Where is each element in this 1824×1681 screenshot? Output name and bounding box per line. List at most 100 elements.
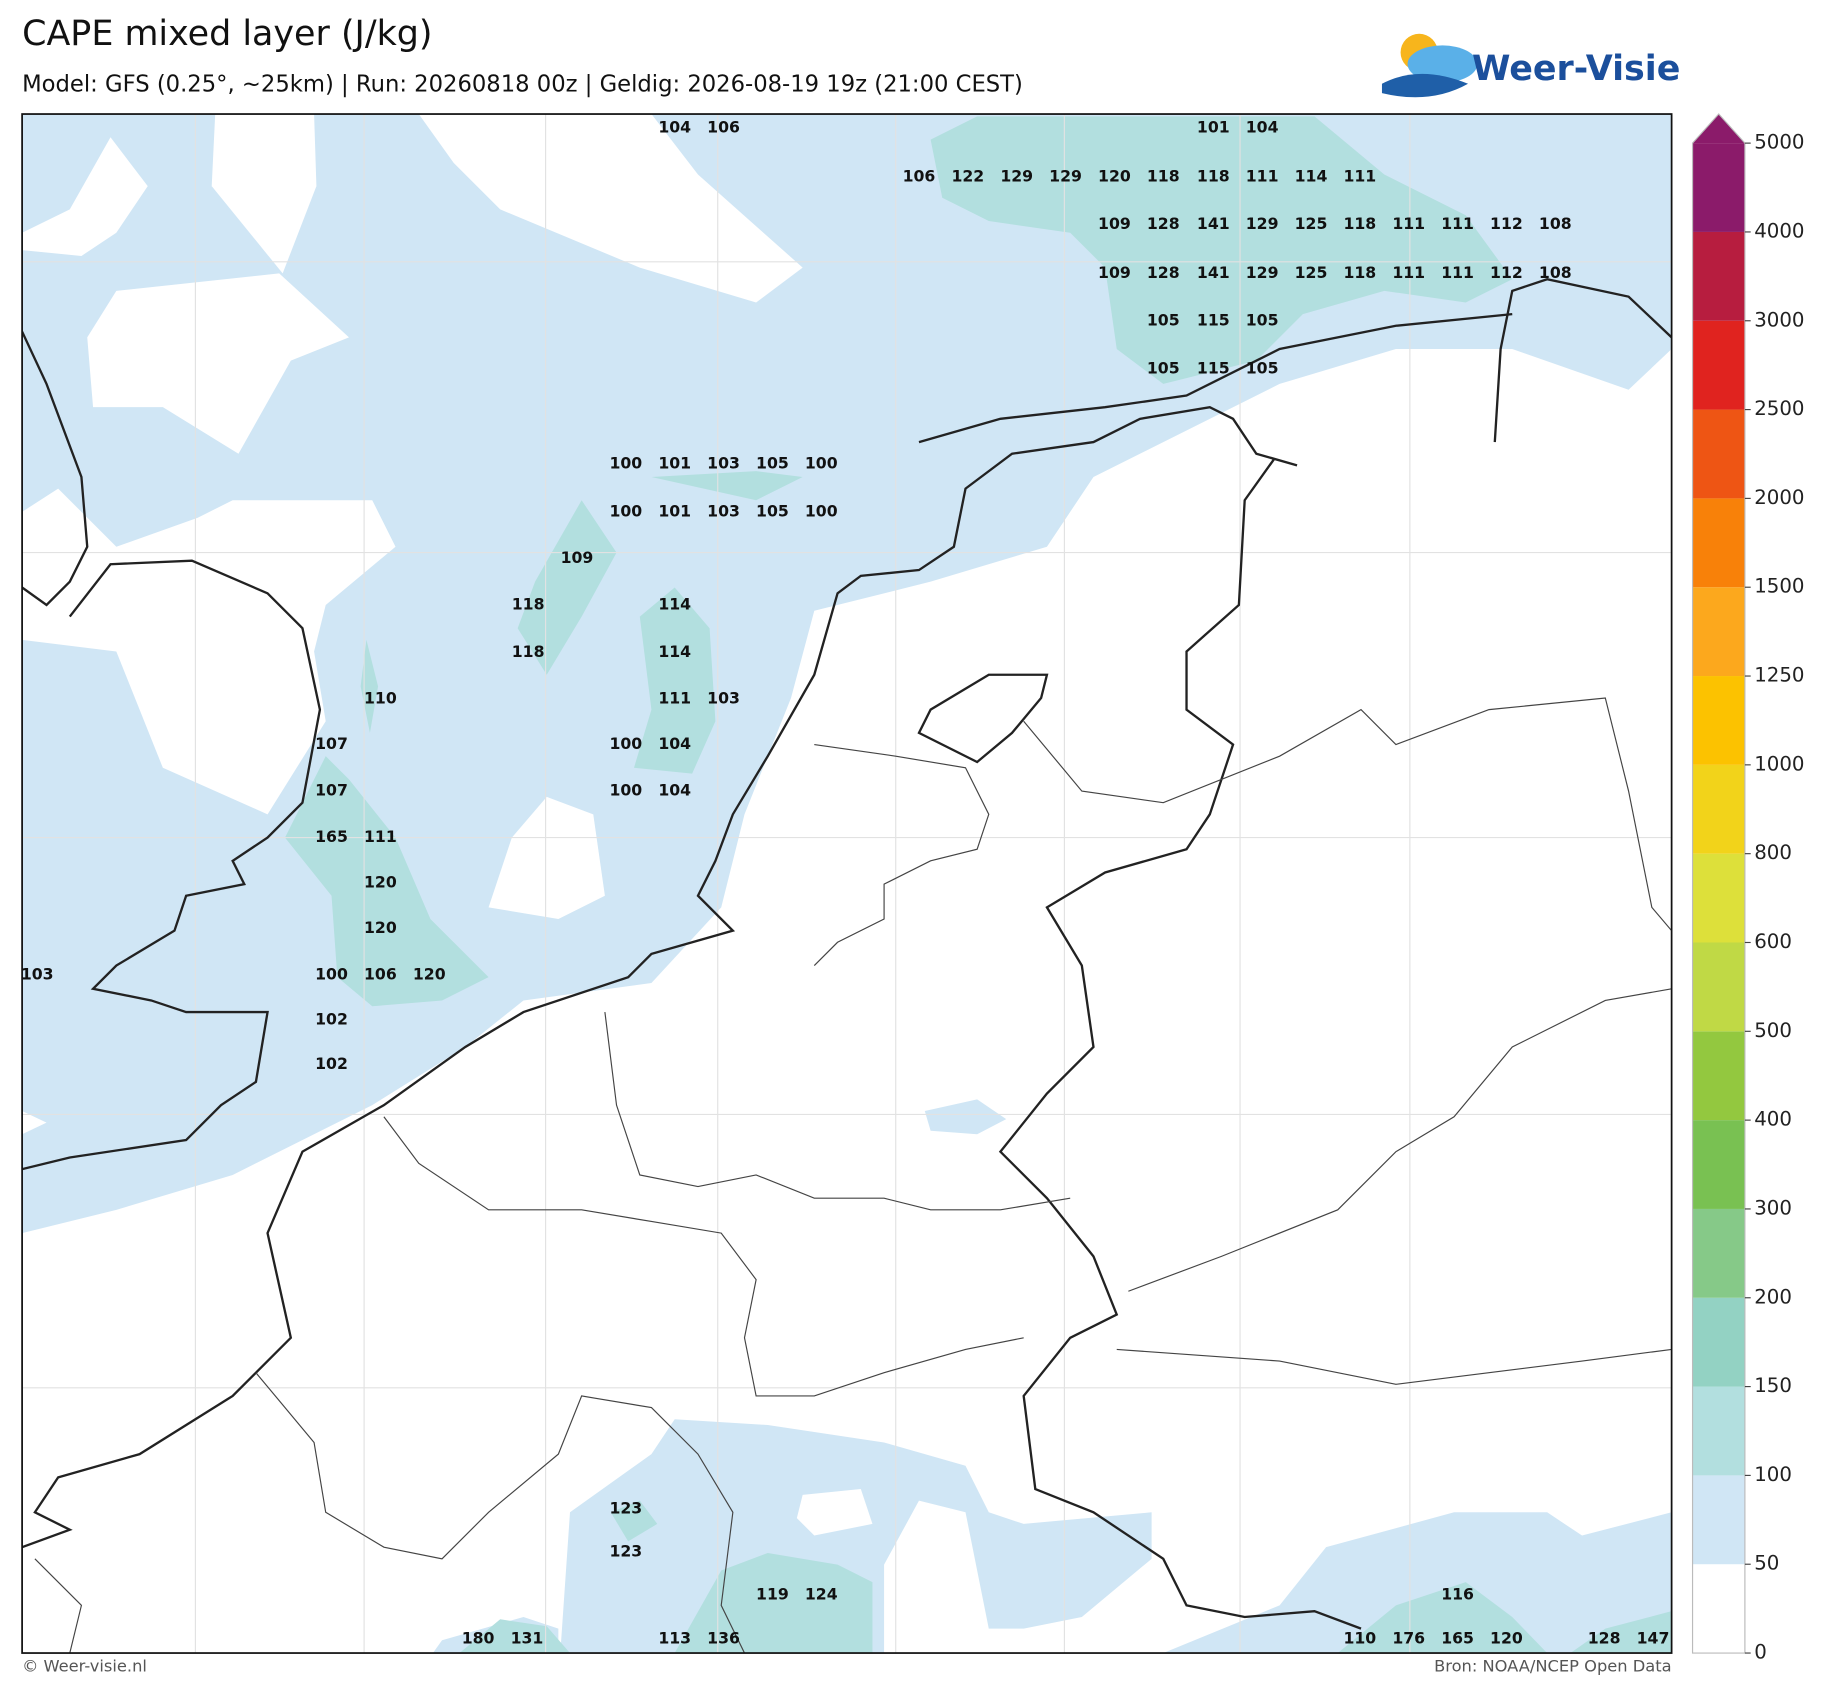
grid-value: 111	[1343, 166, 1376, 185]
grid-value: 111	[1246, 166, 1279, 185]
grid-value: 113	[658, 1629, 691, 1648]
colorbar-segment	[1692, 409, 1745, 499]
grid-value: 129	[1246, 214, 1279, 233]
colorbar-segment	[1692, 1297, 1745, 1387]
colorbar-segment	[1692, 764, 1745, 854]
grid-value: 120	[1098, 166, 1131, 185]
grid-value: 103	[707, 501, 740, 520]
colorbar-segment	[1692, 587, 1745, 677]
grid-value: 124	[805, 1584, 838, 1603]
grid-value: 176	[1392, 1629, 1425, 1648]
colorbar-segment	[1692, 676, 1745, 765]
grid-value: 102	[315, 1010, 348, 1029]
colorbar-tick-label: 600	[1754, 930, 1792, 953]
grid-value: 102	[315, 1054, 348, 1073]
colorbar-tick-label: 1250	[1754, 664, 1804, 687]
grid-value: 108	[1539, 214, 1572, 233]
colorbar-tick-label: 4000	[1754, 219, 1804, 242]
grid-value: 105	[756, 501, 789, 520]
grid-value: 114	[1295, 166, 1328, 185]
colorbar-tick-label: 150	[1754, 1374, 1792, 1397]
grid-value: 100	[609, 501, 642, 520]
grid-value: 106	[707, 118, 740, 137]
colorbar-tick-label: 800	[1754, 841, 1792, 864]
grid-value: 111	[1441, 214, 1474, 233]
grid-value: 120	[413, 964, 446, 983]
colorbar-tick-label: 400	[1754, 1108, 1792, 1131]
grid-value: 123	[609, 1498, 642, 1517]
grid-value: 122	[951, 166, 984, 185]
grid-value: 100	[609, 454, 642, 473]
grid-value: 116	[1441, 1584, 1474, 1603]
colorbar-extend	[1692, 114, 1745, 144]
grid-value: 180	[462, 1629, 495, 1648]
grid-value: 107	[315, 734, 348, 753]
grid-value: 105	[1246, 358, 1279, 377]
colorbar: 0 50 100 150 200 300 400 500 600 800 1000 1250 1500 2…	[1691, 113, 1805, 1664]
colorbar-segment	[1692, 853, 1745, 943]
grid-value: 111	[1441, 263, 1474, 282]
grid-value: 104	[1246, 118, 1279, 137]
colorbar-segment	[1692, 942, 1745, 1032]
colorbar-tick-label: 200	[1754, 1285, 1792, 1308]
logo: Weer-Visie	[1381, 33, 1680, 98]
grid-value: 100	[315, 964, 348, 983]
grid-value: 105	[756, 454, 789, 473]
borders	[34, 697, 1672, 1654]
colorbar-tick-label: 1500	[1754, 575, 1804, 598]
colorbar-tick-label: 300	[1754, 1196, 1792, 1219]
colorbar-tick-label: 1000	[1754, 752, 1804, 775]
grid-value: 112	[1490, 263, 1523, 282]
grid-value: 112	[1490, 214, 1523, 233]
grid-value: 108	[1539, 263, 1572, 282]
grid-value: 141	[1197, 263, 1230, 282]
grid-value: 120	[1490, 1629, 1523, 1648]
source: Bron: NOAA/NCEP Open Data	[1434, 1657, 1672, 1676]
grid-value: 111	[364, 827, 397, 846]
grid-value: 103	[21, 964, 54, 983]
colorbar-segment	[1692, 1031, 1745, 1121]
title: CAPE mixed layer (J/kg)	[22, 14, 432, 54]
grid-value: 125	[1295, 263, 1328, 282]
grid-value: 118	[512, 642, 545, 661]
grid-value: 111	[1392, 214, 1425, 233]
grid-value: 123	[609, 1541, 642, 1560]
colorbar-tick-label: 3000	[1754, 308, 1804, 331]
grid-value: 118	[1147, 166, 1180, 185]
grid-value: 115	[1197, 311, 1230, 330]
grid-value: 103	[707, 689, 740, 708]
copyright: © Weer-visie.nl	[22, 1657, 147, 1676]
grid-value: 111	[1392, 263, 1425, 282]
grid-value: 100	[609, 734, 642, 753]
grid-value: 114	[658, 642, 691, 661]
colorbar-segment	[1692, 1386, 1745, 1476]
grid-value: 101	[1197, 118, 1230, 137]
colorbar-tick-label: 2000	[1754, 486, 1804, 509]
grid-value: 147	[1637, 1629, 1670, 1648]
colorbar-segment	[1692, 320, 1745, 410]
colorbar-tick-label: 5000	[1754, 131, 1804, 154]
grid-value: 118	[512, 594, 545, 613]
grid-value: 105	[1246, 311, 1279, 330]
colorbar-segment	[1692, 143, 1745, 232]
colorbar-tick-label: 2500	[1754, 397, 1804, 420]
grid-value: 120	[364, 918, 397, 937]
grid-value: 103	[707, 454, 740, 473]
grid-value: 100	[805, 454, 838, 473]
grid-value: 106	[903, 166, 936, 185]
subtitle: Model: GFS (0.25°, ~25km) | Run: 2026081…	[22, 71, 1023, 97]
grid-value: 110	[1343, 1629, 1376, 1648]
grid-value: 100	[609, 781, 642, 800]
grid-value: 104	[658, 734, 691, 753]
grid-value: 119	[756, 1584, 789, 1603]
map-area: 104 106 101 104 106 122 129 129 120 118 118 111 114 1…	[21, 113, 1673, 1654]
grid-value: 105	[1147, 358, 1180, 377]
colorbar-tick-label: 500	[1754, 1019, 1792, 1042]
grid-value: 125	[1295, 214, 1328, 233]
grid-value: 106	[364, 964, 397, 983]
grid-value: 128	[1147, 214, 1180, 233]
grid-value: 115	[1197, 358, 1230, 377]
grid-value: 165	[1441, 1629, 1474, 1648]
colorbar-tick-label: 100	[1754, 1463, 1792, 1486]
